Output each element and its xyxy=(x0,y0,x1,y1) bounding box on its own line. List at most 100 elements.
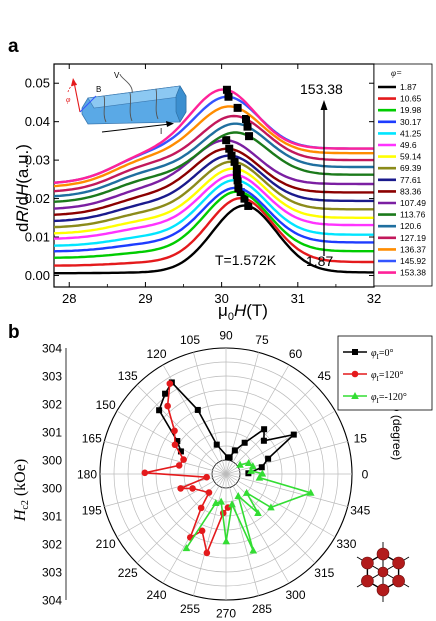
data-point-square xyxy=(162,390,169,397)
polar-spoke xyxy=(225,473,336,538)
angle-tick-label: 330 xyxy=(336,537,356,551)
data-point-circle xyxy=(189,485,196,492)
peak-marker-136.37 xyxy=(233,103,242,112)
radial-tick-label: 303 xyxy=(42,566,62,580)
x-tick-label: 32 xyxy=(367,291,381,306)
panel-a-plot-area: 28 29 30 31 32 0.00 0.01 0.02 0.03 0.04 0.05 xyxy=(25,63,381,306)
radial-tick-label: 302 xyxy=(42,538,62,552)
radial-tick-label: 304 xyxy=(42,594,62,608)
legend-label-value: =0° xyxy=(379,348,394,359)
polar-spoke xyxy=(225,364,290,475)
legend-label-83.36: 83.36 xyxy=(400,186,422,196)
angle-tick-label: 0 xyxy=(362,468,369,482)
temperature-annotation: T=1.572K xyxy=(215,252,277,268)
data-point-triangle xyxy=(244,458,253,466)
data-point-triangle xyxy=(255,473,264,481)
data-point-triangle xyxy=(249,462,257,470)
data-point-square xyxy=(265,455,272,462)
polar-spoke xyxy=(116,410,227,475)
angle-tick-label: 60 xyxy=(289,347,303,361)
data-point-square xyxy=(241,439,248,446)
polar-spoke xyxy=(193,473,227,596)
x-tick-label: 29 xyxy=(138,291,152,306)
legend-label-value: =-120° xyxy=(379,392,407,403)
data-point-circle xyxy=(171,427,178,435)
angle-tick-label: 195 xyxy=(82,503,102,517)
angle-tick-label: 135 xyxy=(118,369,138,383)
legend-label-59.14: 59.14 xyxy=(400,152,422,162)
series-curve-136.37 xyxy=(54,105,374,188)
data-point-triangle xyxy=(258,469,267,477)
angle-tick-label: 180 xyxy=(77,468,97,482)
y-tick-label: 0.01 xyxy=(25,230,50,245)
data-point-circle xyxy=(197,504,205,512)
angle-tick-label: 165 xyxy=(82,432,102,446)
data-point-square xyxy=(231,447,238,454)
arrow-top-label: 153.38 xyxy=(300,81,343,97)
nanowire-inset: φ B V I xyxy=(66,71,187,136)
data-point-square xyxy=(213,441,220,448)
angle-tick-label: 150 xyxy=(96,398,116,412)
y-tick-label: 0.02 xyxy=(25,191,50,206)
data-point-triangle xyxy=(217,497,225,505)
field-direction-arrow xyxy=(320,100,328,256)
panel-b-angular-axis-label: φ (degree) xyxy=(390,404,404,460)
legend-label-main: φ xyxy=(371,370,377,381)
data-point-circle xyxy=(164,402,171,410)
legend-label-145.92: 145.92 xyxy=(400,256,426,266)
data-point-square xyxy=(177,448,184,455)
polar-spoke xyxy=(136,384,227,475)
panel-b-radial-axis-label: Hc2 (kOe) xyxy=(12,459,31,522)
angle-tick-label: 270 xyxy=(216,607,236,621)
polar-spoke xyxy=(104,441,227,475)
radial-tick-label: 301 xyxy=(42,426,62,440)
angle-tick-label: 45 xyxy=(318,369,332,383)
angle-tick-label: 105 xyxy=(180,333,200,347)
peak-marker-10.65 xyxy=(240,194,249,203)
radial-tick-label: 302 xyxy=(42,398,62,412)
polar-spoke xyxy=(193,352,227,475)
peak-marker-113.76 xyxy=(245,132,254,141)
panel-b-polar-plot: 0153045607590105120135150165180195210225… xyxy=(42,329,371,621)
data-point-square xyxy=(174,438,181,445)
peak-marker-49.6 xyxy=(232,170,241,179)
angle-tick-label: 240 xyxy=(146,588,166,602)
legend-label: φI=0° xyxy=(371,348,394,361)
angle-tick-label: 75 xyxy=(255,333,269,347)
legend-marker-square xyxy=(352,349,358,355)
peak-marker-77.61 xyxy=(227,151,236,160)
data-point-triangle xyxy=(249,546,258,554)
radial-tick-label: 300 xyxy=(42,454,62,468)
legend-label-127.19: 127.19 xyxy=(400,233,426,243)
series-curve-113.76 xyxy=(54,131,374,203)
data-point-square xyxy=(261,426,268,433)
legend-title: φ= xyxy=(391,68,402,78)
angle-tick-label: 255 xyxy=(180,602,200,616)
data-point-circle xyxy=(177,485,184,492)
hexagonal-lattice-icon xyxy=(356,542,410,602)
series-curve-83.36 xyxy=(54,147,374,216)
peak-marker-19.98 xyxy=(236,188,245,197)
data-point-triangle xyxy=(234,492,243,500)
series-curve-59.14 xyxy=(54,167,374,235)
data-point-circle xyxy=(180,456,187,463)
legend-marker-circle xyxy=(351,370,359,378)
legend-label-sub: I xyxy=(377,353,380,361)
legend-label-77.61: 77.61 xyxy=(400,175,422,185)
legend-label-136.37: 136.37 xyxy=(400,244,426,254)
data-point-square xyxy=(260,437,267,444)
arrow-bottom-label: 1.87 xyxy=(306,253,333,269)
legend-label: φI=-120° xyxy=(371,392,407,405)
series-curve-1.87 xyxy=(54,204,374,275)
data-point-triangle xyxy=(228,500,236,508)
inset-phi-label: φ xyxy=(66,95,71,104)
angle-tick-label: 120 xyxy=(146,347,166,361)
data-point-triangle xyxy=(182,544,191,552)
y-tick-label: 0.03 xyxy=(25,153,50,168)
angle-tick-label: 210 xyxy=(96,537,116,551)
panel-b-label: b xyxy=(8,322,20,343)
angle-tick-label: 90 xyxy=(219,329,233,343)
legend-label-1.87: 1.87 xyxy=(400,82,417,92)
data-point-circle xyxy=(141,469,149,477)
